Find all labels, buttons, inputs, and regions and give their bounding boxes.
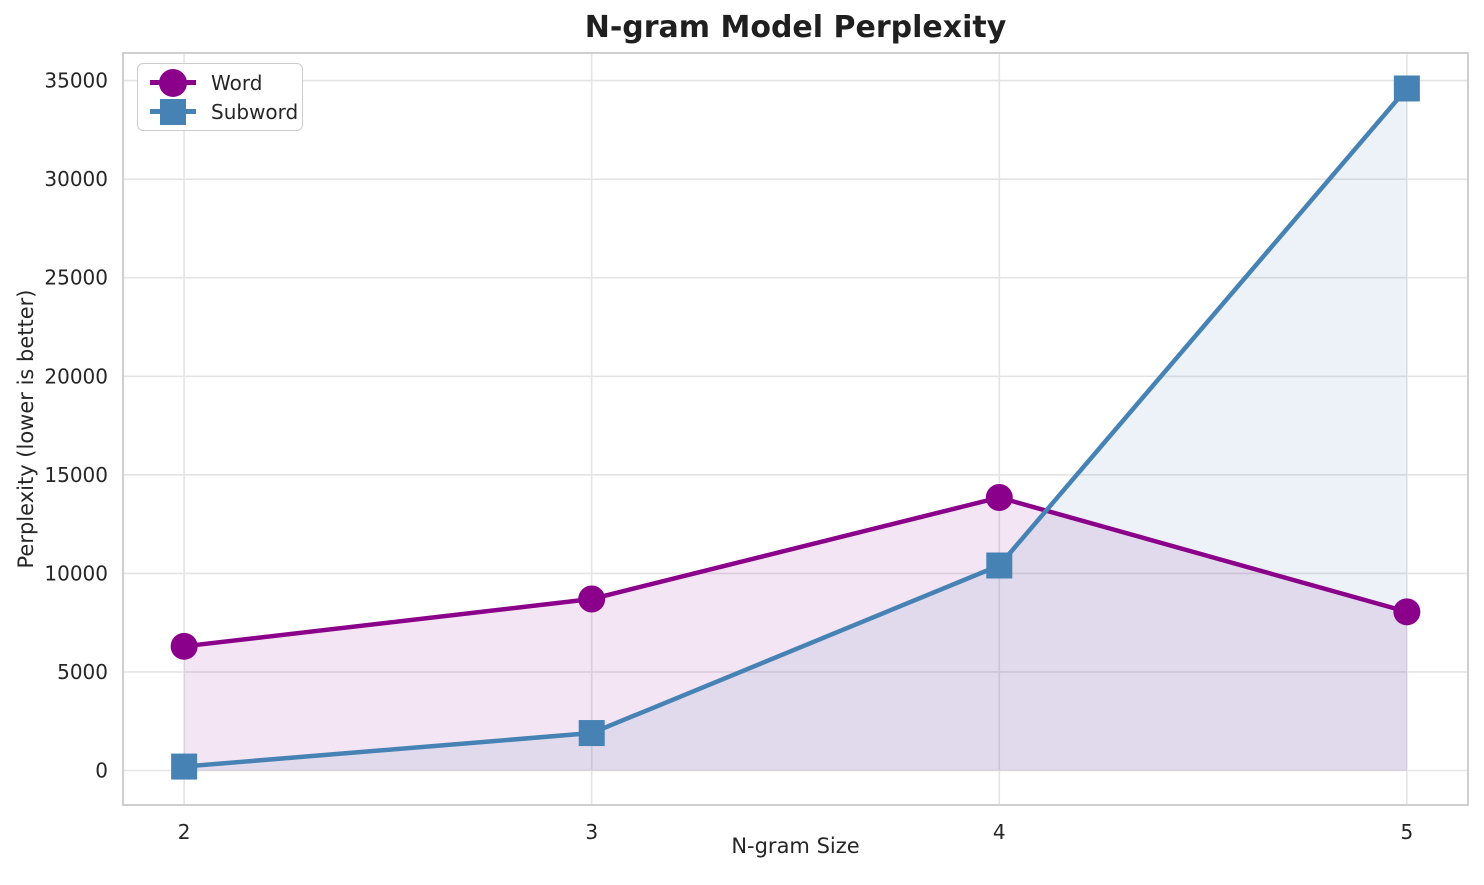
word-data-point: [578, 585, 606, 613]
x-tick-label: 2: [178, 820, 191, 844]
subword-data-point: [1393, 75, 1420, 102]
y-tick-label: 5000: [57, 660, 108, 684]
subword-data-point: [171, 753, 198, 780]
x-tick-label: 3: [585, 820, 598, 844]
subword-legend-shape: [160, 98, 186, 125]
legend-item-word: Word: [150, 68, 290, 97]
subword-series-fill: [184, 88, 1407, 771]
word-series-fill: [184, 497, 1407, 771]
plot-area: [123, 53, 1468, 805]
legend-item-subword: Subword: [150, 97, 298, 126]
subword-series-line: [181, 86, 1410, 769]
x-axis-label: N-gram Size: [731, 834, 860, 858]
y-axis-label: Perplexity (lower is better): [14, 289, 38, 569]
y-tick-label: 15000: [44, 463, 108, 487]
word-series-line: [181, 495, 1410, 649]
chart-title: N-gram Model Perplexity: [584, 10, 1007, 45]
y-tick-label: 0: [95, 759, 108, 783]
x-tick-label: 5: [1400, 820, 1413, 844]
legend-label-subword: Subword: [211, 99, 299, 124]
word-data-point: [985, 483, 1013, 511]
legend: Word Subword: [137, 63, 303, 131]
x-tick-label: 4: [993, 820, 1006, 844]
word-legend-shape: [159, 68, 187, 97]
subword-data-point: [986, 552, 1013, 579]
word-circle-marker-icon: [150, 68, 196, 97]
y-tick-label: 25000: [44, 266, 108, 290]
word-data-point: [170, 632, 198, 660]
axes-frame: [122, 52, 1469, 806]
word-data-point: [1393, 598, 1421, 626]
y-tick-label: 10000: [44, 561, 108, 585]
legend-label-word: Word: [211, 70, 263, 95]
y-tick-label: 30000: [44, 167, 108, 191]
y-tick-label: 20000: [44, 364, 108, 388]
subword-square-marker-icon: [150, 97, 196, 126]
y-tick-label: 35000: [44, 69, 108, 93]
subword-data-point: [578, 720, 605, 747]
